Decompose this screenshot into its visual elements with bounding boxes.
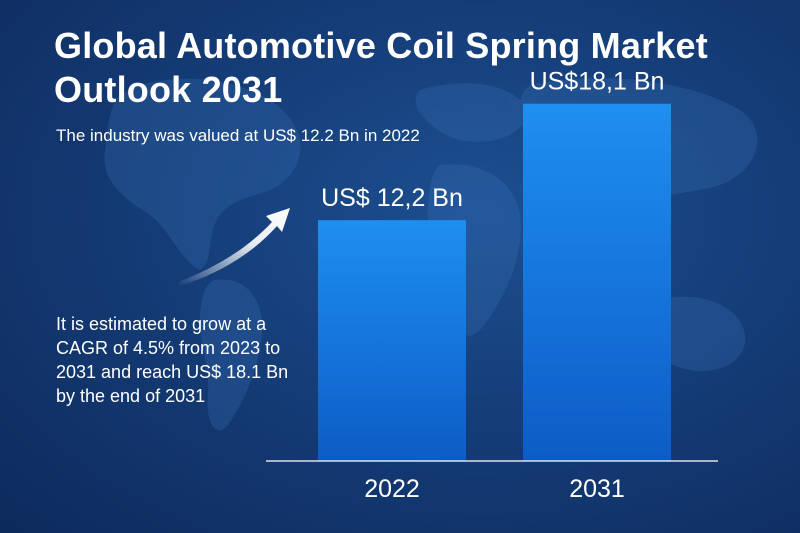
x-tick-label: 2022	[364, 475, 420, 503]
valuation-text: The industry was valued at US$ 12.2 Bn i…	[56, 126, 420, 145]
bar-2022	[318, 220, 466, 461]
page-title: Global Automotive Coil Spring Market Out…	[54, 25, 708, 110]
bar-2031	[523, 103, 671, 462]
x-tick-label: 2031	[569, 475, 625, 503]
bar-value-label: US$ 12,2 Bn	[321, 184, 463, 212]
cagr-note: It is estimated to grow at a CAGR of 4.5…	[56, 314, 289, 406]
growth-arrow-icon	[178, 208, 290, 286]
bar-value-label: US$18,1 Bn	[530, 68, 665, 96]
